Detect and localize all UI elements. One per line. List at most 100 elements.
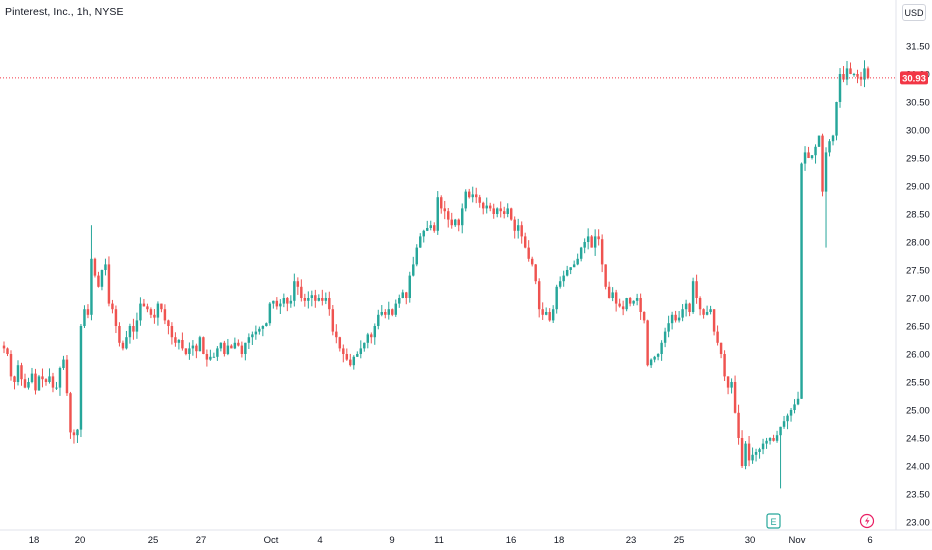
candle-body [740, 438, 744, 466]
candle-body [265, 323, 268, 326]
candle-body [695, 281, 698, 298]
candles-layer [2, 60, 870, 489]
candle-body [670, 314, 674, 324]
candle-body [572, 264, 576, 268]
candle-body [282, 298, 286, 304]
candle-body [684, 303, 688, 310]
candle-body [37, 376, 41, 391]
candle-body [447, 211, 450, 220]
time-tick-label: 18 [554, 535, 565, 546]
candle-body [845, 68, 849, 80]
candle-body [275, 300, 279, 307]
candle-body [254, 331, 258, 335]
candle-body [307, 298, 310, 301]
candle-body [475, 194, 478, 198]
candle-body [744, 443, 747, 466]
time-tick-label: 20 [75, 535, 86, 546]
candle-body [635, 298, 639, 301]
candle-body [618, 303, 621, 307]
time-tick-label: 30 [745, 535, 756, 546]
candle-body [300, 286, 303, 298]
candle-body [789, 410, 793, 416]
candle-body [450, 219, 453, 226]
svg-text:30.93: 30.93 [902, 73, 926, 84]
candle-body [565, 270, 569, 276]
candle-body [649, 359, 653, 366]
candle-body [261, 326, 265, 329]
candle-body [712, 309, 716, 332]
earnings-icon: E [770, 517, 776, 527]
candle-body [296, 281, 300, 287]
candle-body [125, 337, 128, 349]
earnings-event-marker[interactable]: E [766, 513, 781, 529]
candle-body [716, 331, 719, 343]
time-tick-label: 27 [196, 535, 207, 546]
candle-body [146, 306, 149, 310]
price-tick-label: 24.50 [906, 434, 930, 445]
dividend-event-marker[interactable] [859, 513, 875, 529]
candle-body [279, 303, 282, 307]
candle-body [149, 309, 153, 315]
candle-body [593, 236, 597, 248]
candle-body [866, 68, 870, 78]
price-tick-label: 23.00 [906, 518, 930, 529]
candle-body [415, 247, 418, 265]
candle-body [660, 342, 663, 354]
candle-body [667, 323, 670, 332]
candle-body [534, 264, 537, 282]
candle-body [328, 298, 331, 310]
candle-body [782, 421, 786, 427]
candle-body [464, 191, 467, 209]
candle-body [216, 348, 219, 357]
candle-body [604, 264, 607, 287]
price-axis[interactable]: 31.5031.0030.5030.0029.5029.0028.5028.00… [906, 42, 930, 529]
candle-body [513, 219, 516, 231]
candle-body [544, 312, 548, 315]
currency-button[interactable]: USD [902, 4, 926, 21]
chart-title: Pinterest, Inc., 1h, NYSE [5, 6, 124, 18]
candle-body [335, 331, 338, 338]
time-axis[interactable]: 18 20 25 27 Oct 4 9 11 16 18 23 25 30 Nov 6 [29, 535, 873, 546]
candle-body [835, 102, 838, 136]
candle-body [688, 303, 691, 312]
candle-body [607, 286, 611, 298]
candle-body [751, 454, 754, 461]
candle-body [698, 298, 702, 310]
candle-body [97, 275, 100, 287]
price-tick-label: 28.00 [906, 238, 930, 249]
candle-body [492, 208, 495, 214]
candle-body [691, 281, 695, 312]
candle-body [391, 309, 394, 315]
price-tick-label: 29.50 [906, 154, 930, 165]
candle-body [555, 286, 558, 310]
candle-body [324, 298, 328, 301]
candle-body [793, 404, 796, 410]
candle-body [13, 376, 16, 382]
candle-body [527, 247, 530, 259]
candle-body [195, 345, 198, 352]
candle-body [838, 74, 842, 102]
candle-body [506, 208, 509, 214]
candle-body [121, 342, 125, 349]
candle-body [223, 342, 226, 354]
candle-body [114, 309, 118, 326]
candle-body [457, 219, 460, 226]
candle-body [639, 298, 642, 312]
candle-body [758, 449, 761, 452]
candle-body [730, 382, 733, 388]
price-tick-label: 30.00 [906, 126, 930, 137]
candle-body [548, 312, 551, 321]
candle-body [775, 435, 779, 441]
candle-body [373, 326, 377, 338]
candle-body [100, 270, 104, 287]
time-tick-label: 18 [29, 535, 40, 546]
candle-body [202, 337, 205, 354]
candle-body [44, 379, 48, 382]
candle-body [380, 312, 384, 315]
candle-body [370, 334, 373, 338]
time-tick-label: Nov [789, 535, 806, 546]
price-tick-label: 24.00 [906, 462, 930, 473]
candle-body [807, 152, 810, 158]
candle-body [314, 295, 317, 301]
